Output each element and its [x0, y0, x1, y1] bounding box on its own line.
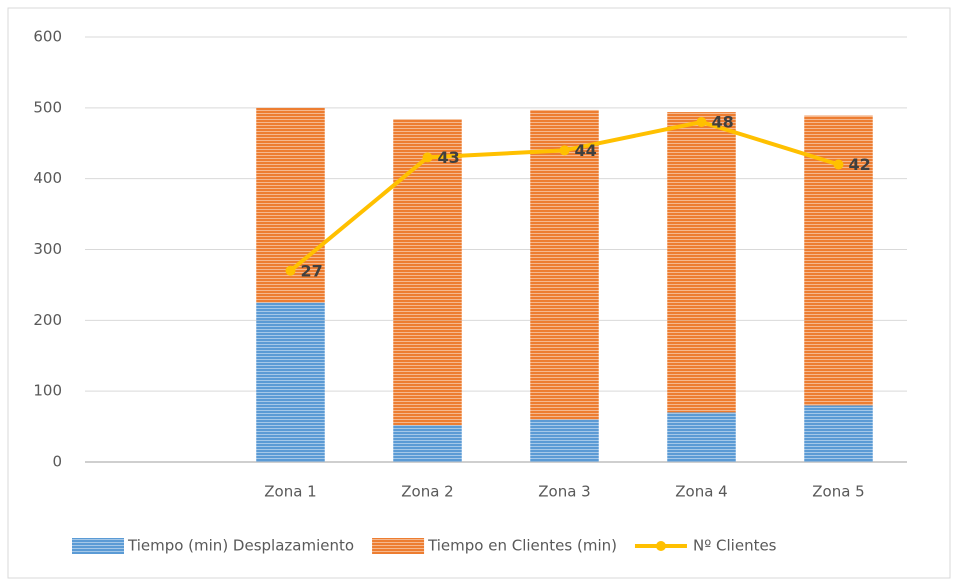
line-marker — [422, 152, 433, 163]
y-tick-label: 300 — [33, 240, 62, 258]
bar-segment — [530, 419, 599, 462]
bar-segment — [393, 425, 462, 462]
bar-segment — [393, 119, 462, 426]
y-tick-label: 200 — [33, 311, 62, 329]
chart-frame — [7, 7, 951, 579]
x-tick-label: Zona 5 — [812, 483, 864, 501]
data-label: 27 — [301, 261, 323, 280]
y-tick-label: 500 — [33, 98, 62, 116]
y-tick-label: 400 — [33, 169, 62, 187]
bar-segment — [667, 112, 736, 413]
legend-marker — [655, 541, 666, 551]
y-tick-label: 0 — [52, 453, 62, 471]
data-label: 42 — [849, 155, 871, 174]
y-tick-label: 100 — [33, 382, 62, 400]
bar-segment — [530, 109, 599, 420]
line-marker — [559, 145, 570, 156]
x-tick-label: Zona 4 — [675, 483, 727, 501]
data-label: 44 — [575, 141, 597, 160]
legend-swatch — [372, 538, 425, 554]
line-marker — [833, 159, 844, 170]
x-tick-label: Zona 1 — [264, 483, 316, 501]
y-tick-label: 600 — [33, 28, 62, 46]
x-tick-label: Zona 3 — [538, 483, 590, 501]
bar-segment — [667, 412, 736, 462]
legend-label: Nº Clientes — [693, 537, 777, 555]
line-marker — [696, 117, 707, 127]
line-marker — [285, 265, 296, 276]
bar-segment — [804, 405, 873, 462]
legend-swatch — [72, 538, 124, 554]
legend-label: Tiempo en Clientes (min) — [427, 537, 617, 555]
x-tick-label: Zona 2 — [401, 483, 453, 501]
bar-segment — [256, 302, 325, 462]
data-label: 43 — [438, 148, 460, 167]
data-label: 48 — [712, 113, 734, 132]
legend-label: Tiempo (min) Desplazamiento — [127, 537, 354, 555]
